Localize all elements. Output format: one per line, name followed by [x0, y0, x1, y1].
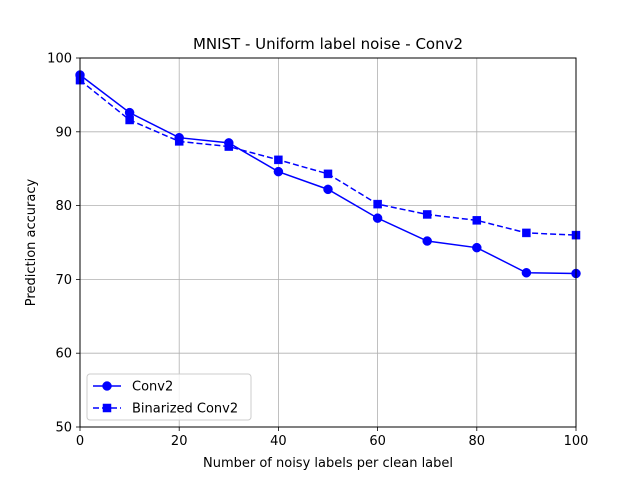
x-tick-label: 20 — [171, 434, 188, 449]
ticks: 0 20 40 60 80 100 50 60 70 80 90 100 — [47, 52, 588, 450]
data-point — [422, 236, 432, 246]
y-tick-label: 70 — [55, 273, 72, 288]
grid — [79, 57, 577, 428]
data-point — [323, 169, 333, 179]
data-point — [521, 268, 532, 278]
legend-marker — [102, 403, 112, 413]
y-tick-label: 60 — [55, 347, 72, 362]
chart-title: MNIST - Uniform label noise - Conv2 — [193, 35, 463, 53]
y-tick-label: 90 — [55, 125, 72, 140]
legend: Conv2 Binarized Conv2 — [86, 373, 252, 421]
x-axis-label: Number of noisy labels per clean label — [203, 456, 453, 471]
data-point — [472, 216, 482, 225]
data-point — [224, 142, 234, 151]
x-tick-label: 80 — [469, 434, 486, 449]
legend-label: Binarized Conv2 — [132, 402, 238, 417]
legend-marker — [102, 381, 112, 391]
series-layer — [75, 70, 581, 279]
data-point — [372, 213, 383, 223]
x-tick-label: 60 — [369, 434, 386, 449]
data-point — [273, 166, 284, 177]
legend-item: Conv2 — [93, 380, 173, 395]
data-point — [125, 115, 134, 125]
x-tick-label: 100 — [564, 434, 589, 449]
x-tick-label: 0 — [76, 434, 84, 449]
data-point — [522, 228, 531, 238]
data-point — [472, 242, 482, 253]
legend-label: Conv2 — [132, 380, 173, 395]
data-point — [373, 199, 382, 209]
legend-box — [86, 373, 252, 421]
plot-frame — [79, 57, 577, 428]
y-axis-label: Prediction accuracy — [24, 179, 39, 307]
x-tick-label: 40 — [270, 434, 287, 449]
data-point — [274, 155, 283, 165]
legend-item: Binarized Conv2 — [93, 402, 238, 417]
y-tick-label: 50 — [55, 421, 72, 436]
y-tick-label: 80 — [55, 199, 72, 214]
data-point — [422, 210, 432, 219]
data-point — [323, 184, 333, 195]
data-point — [174, 137, 184, 146]
y-tick-label: 100 — [47, 52, 72, 67]
